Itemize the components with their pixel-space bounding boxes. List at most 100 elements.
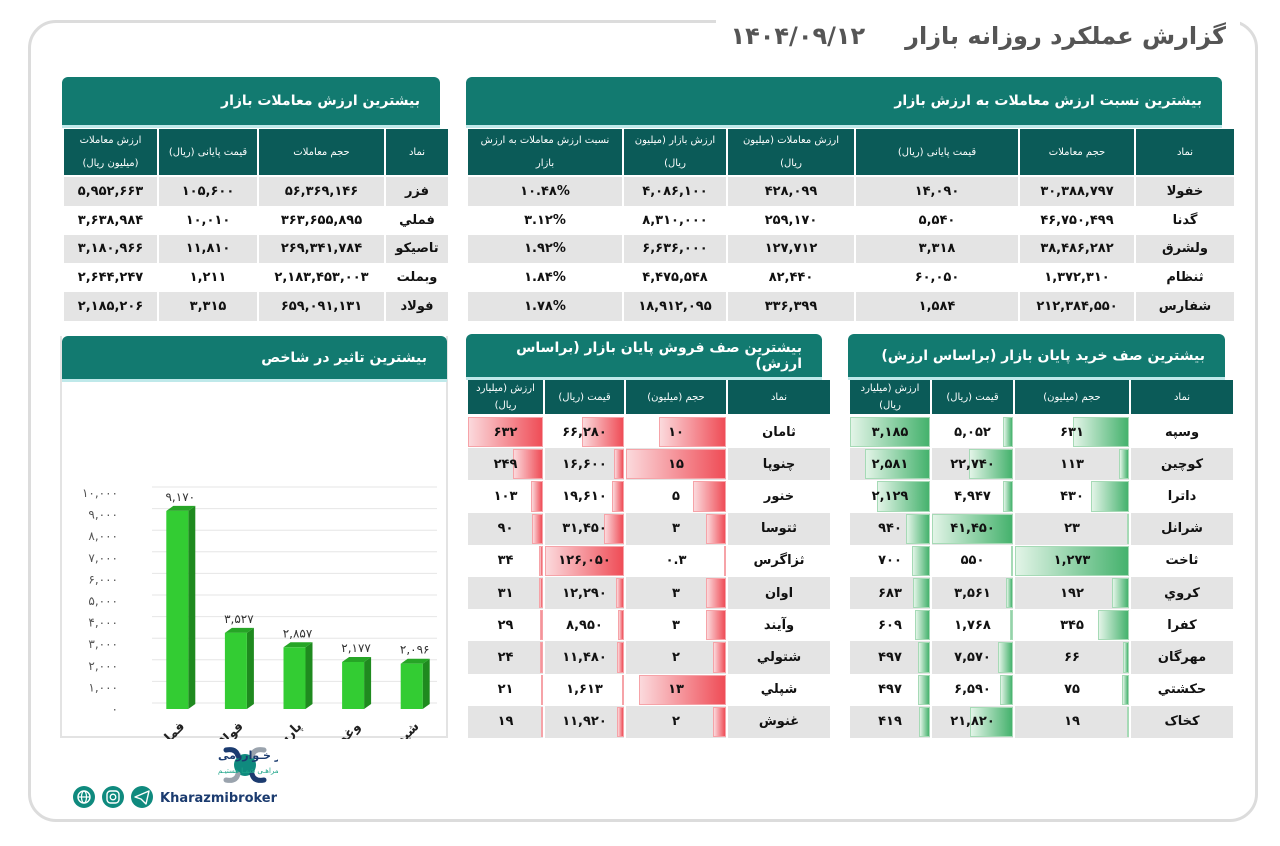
symbol-name: وبملت — [396, 270, 438, 286]
cell-value: ۲ — [672, 714, 680, 730]
symbol-cell[interactable]: شپلي — [728, 674, 830, 706]
symbol-cell[interactable]: اوان — [728, 576, 830, 610]
value-cell: ۲,۱۸۵,۲۰۶ — [64, 292, 157, 321]
value-cell: ۳۳۶,۳۹۹ — [728, 292, 854, 321]
symbol-cell[interactable]: خفولا — [1136, 177, 1234, 206]
symbol-cell[interactable]: شرانل — [1131, 512, 1233, 545]
symbol-cell[interactable]: ثنظام — [1136, 263, 1234, 292]
cell-value: ۱۰,۰۱۰ — [185, 212, 231, 228]
cell-value: ۱,۲۷۳ — [1053, 553, 1091, 569]
symbol-cell[interactable]: کخاک — [1131, 705, 1233, 738]
symbol-cell[interactable]: خنور — [728, 480, 830, 512]
bar-side — [364, 656, 372, 709]
symbol-cell[interactable]: چنوپا — [728, 448, 830, 481]
ratio-table: نماد حجم معاملات قیمت پایانی (ریال) ارزش مع… — [466, 129, 1236, 321]
cell-value: ۱۴,۰۹۰ — [914, 183, 960, 199]
symbol-cell[interactable]: کروي — [1131, 576, 1233, 610]
symbol-cell[interactable]: فملي — [386, 206, 448, 235]
cell-value: ۸,۹۵۰ — [566, 617, 603, 633]
value-bar — [712, 642, 726, 673]
symbol-name: چنوپا — [762, 456, 796, 472]
symbol-cell[interactable]: تاصيكو — [386, 234, 448, 264]
index-impact-chart: ۰ ۱,۰۰۰ ۲,۰۰۰ ۳,۰۰۰ ۴,۰۰۰ ۵,۰۰۰ ۶,۰۰۰ ۷,۰۰۰ ۸,۰۰… — [82, 486, 437, 764]
symbol-cell[interactable]: غنوش — [728, 705, 830, 738]
value-bar — [706, 513, 726, 544]
cell-value: ۲,۵۸۱ — [871, 456, 909, 472]
symbol-cell[interactable]: وبملت — [386, 263, 448, 292]
symbol-cell[interactable]: ثزاگرس — [728, 545, 830, 577]
cell-value: ۰.۳ — [665, 553, 687, 569]
chart-title: بیشترین تاثیر در شاخص — [62, 336, 447, 379]
cell-value: ۳,۳۱۸ — [918, 241, 956, 257]
symbol-name: تاصيكو — [395, 241, 439, 257]
cell-value: ۱۹,۶۱۰ — [562, 488, 607, 504]
symbol-cell[interactable]: ثاخت — [1131, 545, 1233, 577]
symbol-cell[interactable]: کفرا — [1131, 609, 1233, 641]
cell-value: ۲,۱۸۵,۲۰۶ — [77, 299, 144, 315]
value-cell: ۷۰۰ — [850, 545, 930, 577]
y-tick-label: ۷,۰۰۰ — [88, 551, 118, 565]
sell-queue-table: نماد حجم (میلیون) قیمت (ریال) ارزش (میلیارد… — [466, 380, 832, 738]
cell-value: ۱۲۶,۰۵۰ — [558, 553, 611, 569]
value-cell: ۱۱,۹۲۰ — [545, 705, 624, 738]
table-row: اوان ۳ ۱۲,۲۹۰ ۳۱ — [468, 576, 830, 610]
cell-value: ۳۶۳,۶۵۵,۸۹۵ — [280, 212, 363, 228]
symbol-cell[interactable]: شفارس — [1136, 292, 1234, 321]
sell-queue-title: بیشترین صف فروش پایان بازار (براساس ارزش… — [466, 334, 822, 377]
report-header: گزارش عملکرد روزانه بازار ۱۴۰۴/۰۹/۱۲ — [716, 12, 1240, 60]
globe-icon[interactable] — [73, 786, 95, 808]
cell-value: ۳,۱۸۰,۹۶۶ — [77, 241, 144, 257]
cell-value: ۱۸,۹۱۲,۰۹۵ — [638, 299, 712, 315]
cell-value: ۱,۵۸۴ — [918, 299, 956, 315]
symbol-cell[interactable]: وآیند — [728, 609, 830, 641]
value-bar — [1006, 577, 1013, 609]
table-row: تاصيكو ۲۶۹,۳۴۱,۷۸۴ ۱۱,۸۱۰ ۳,۱۸۰,۹۶۶ — [64, 234, 448, 264]
value-cell: ۶۰,۰۵۰ — [856, 263, 1018, 292]
value-bar — [706, 577, 726, 609]
logo-mark-icon — [223, 747, 267, 783]
value-cell: ۲,۶۴۴,۲۴۷ — [64, 263, 157, 292]
cell-value: ۴۲۸,۰۹۹ — [764, 183, 818, 199]
symbol-name: شفارس — [1158, 299, 1212, 315]
symbol-cell[interactable]: ولشرق — [1136, 234, 1234, 264]
value-cell: ۱۲۷,۷۱۲ — [728, 234, 854, 264]
value-cell: ۴۹۷ — [850, 641, 930, 674]
y-tick-label: ۴,۰۰۰ — [88, 616, 118, 630]
symbol-cell[interactable]: وسپه — [1131, 416, 1233, 448]
symbol-cell[interactable]: فزر — [386, 177, 448, 206]
cell-value: ۵,۰۵۲ — [954, 424, 991, 440]
value-cell: ۲۴ — [468, 641, 543, 674]
value-bar — [1003, 481, 1013, 512]
bar-side — [246, 627, 254, 709]
symbol-cell[interactable]: حکشتي — [1131, 674, 1233, 706]
value-cell: ۱۱,۴۸۰ — [545, 641, 624, 674]
value-cell: ۶۵۹,۰۹۱,۱۳۱ — [259, 292, 384, 321]
value-cell: ۴۲۸,۰۹۹ — [728, 177, 854, 206]
symbol-cell[interactable]: کوچین — [1131, 448, 1233, 481]
symbol-cell[interactable]: ثتوسا — [728, 512, 830, 545]
bar-side — [305, 642, 313, 709]
symbol-cell[interactable]: ثامان — [728, 416, 830, 448]
telegram-icon[interactable] — [131, 786, 153, 808]
cell-value: ۱۲۷,۷۱۲ — [764, 241, 818, 257]
cell-value: ۱,۲۱۱ — [189, 270, 227, 286]
symbol-cell[interactable]: شتولي — [728, 641, 830, 674]
symbol-cell[interactable]: گدنا — [1136, 206, 1234, 235]
value-bar — [1003, 417, 1013, 448]
instagram-icon[interactable] — [102, 786, 124, 808]
symbol-cell[interactable]: فولاد — [386, 292, 448, 321]
value-cell: ۱۳ — [626, 674, 726, 706]
value-cell: ۵,۰۵۲ — [932, 416, 1013, 448]
value-cell: ۲۵۹,۱۷۰ — [728, 206, 854, 235]
cell-value: ۱.۷۸% — [524, 299, 566, 315]
value-cell: ۲ — [626, 705, 726, 738]
symbol-cell[interactable]: داترا — [1131, 480, 1233, 512]
cell-value: ۶۳۱ — [1060, 424, 1084, 440]
cell-value: ۱.۹۲% — [524, 241, 566, 257]
bar — [400, 663, 423, 709]
value-bar — [1118, 449, 1129, 480]
value-cell: ۲۱,۸۲۰ — [932, 705, 1013, 738]
value-cell: ۱,۶۱۳ — [545, 674, 624, 706]
symbol-cell[interactable]: مهرگان — [1131, 641, 1233, 674]
category-label: وغدیر — [326, 719, 364, 739]
